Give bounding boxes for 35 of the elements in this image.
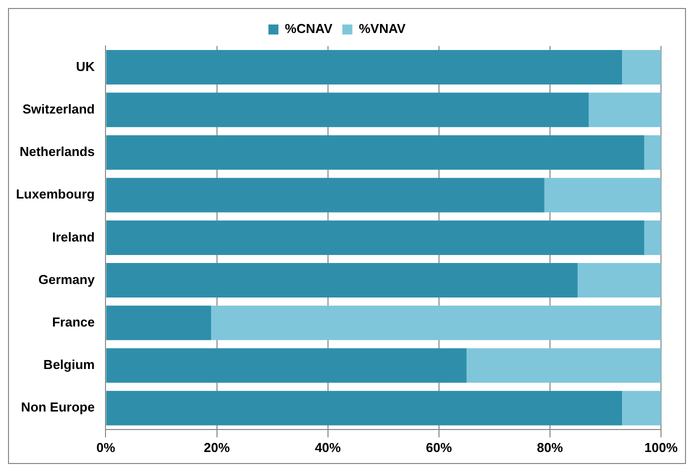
bar <box>106 306 212 340</box>
bar <box>211 306 661 340</box>
bar <box>578 263 661 298</box>
bar <box>106 178 544 212</box>
x-tick-label: 0% <box>96 440 116 455</box>
y-tick-label: Belgium <box>43 357 95 372</box>
bar <box>544 178 661 212</box>
x-tick-label: 80% <box>536 440 564 455</box>
bar <box>466 348 661 383</box>
bar <box>106 390 622 426</box>
bar <box>106 135 644 170</box>
bar <box>588 92 661 128</box>
bar <box>622 390 661 426</box>
bar <box>644 220 661 255</box>
y-tick-label: Netherlands <box>20 144 95 160</box>
bar <box>106 50 622 85</box>
y-tick-label: Ireland <box>52 229 95 244</box>
y-tick-label: Germany <box>38 272 96 287</box>
bar <box>106 348 467 383</box>
legend-label: %VNAV <box>358 21 406 36</box>
bar <box>622 50 661 85</box>
legend-label: %CNAV <box>284 21 333 36</box>
bar <box>106 220 644 255</box>
bar <box>644 135 661 170</box>
x-tick-label: 40% <box>314 440 342 455</box>
x-tick-label: 60% <box>426 440 452 455</box>
bar <box>106 263 578 298</box>
y-tick-label: UK <box>76 58 96 74</box>
y-tick-label: France <box>52 314 95 330</box>
y-tick-label: Switzerland <box>22 101 95 116</box>
y-tick-label: Luxembourg <box>16 186 95 202</box>
bar <box>106 92 589 128</box>
x-tick-label: 100% <box>644 440 678 455</box>
y-tick-label: Non Europe <box>21 400 95 415</box>
x-tick-label: 20% <box>204 440 230 455</box>
